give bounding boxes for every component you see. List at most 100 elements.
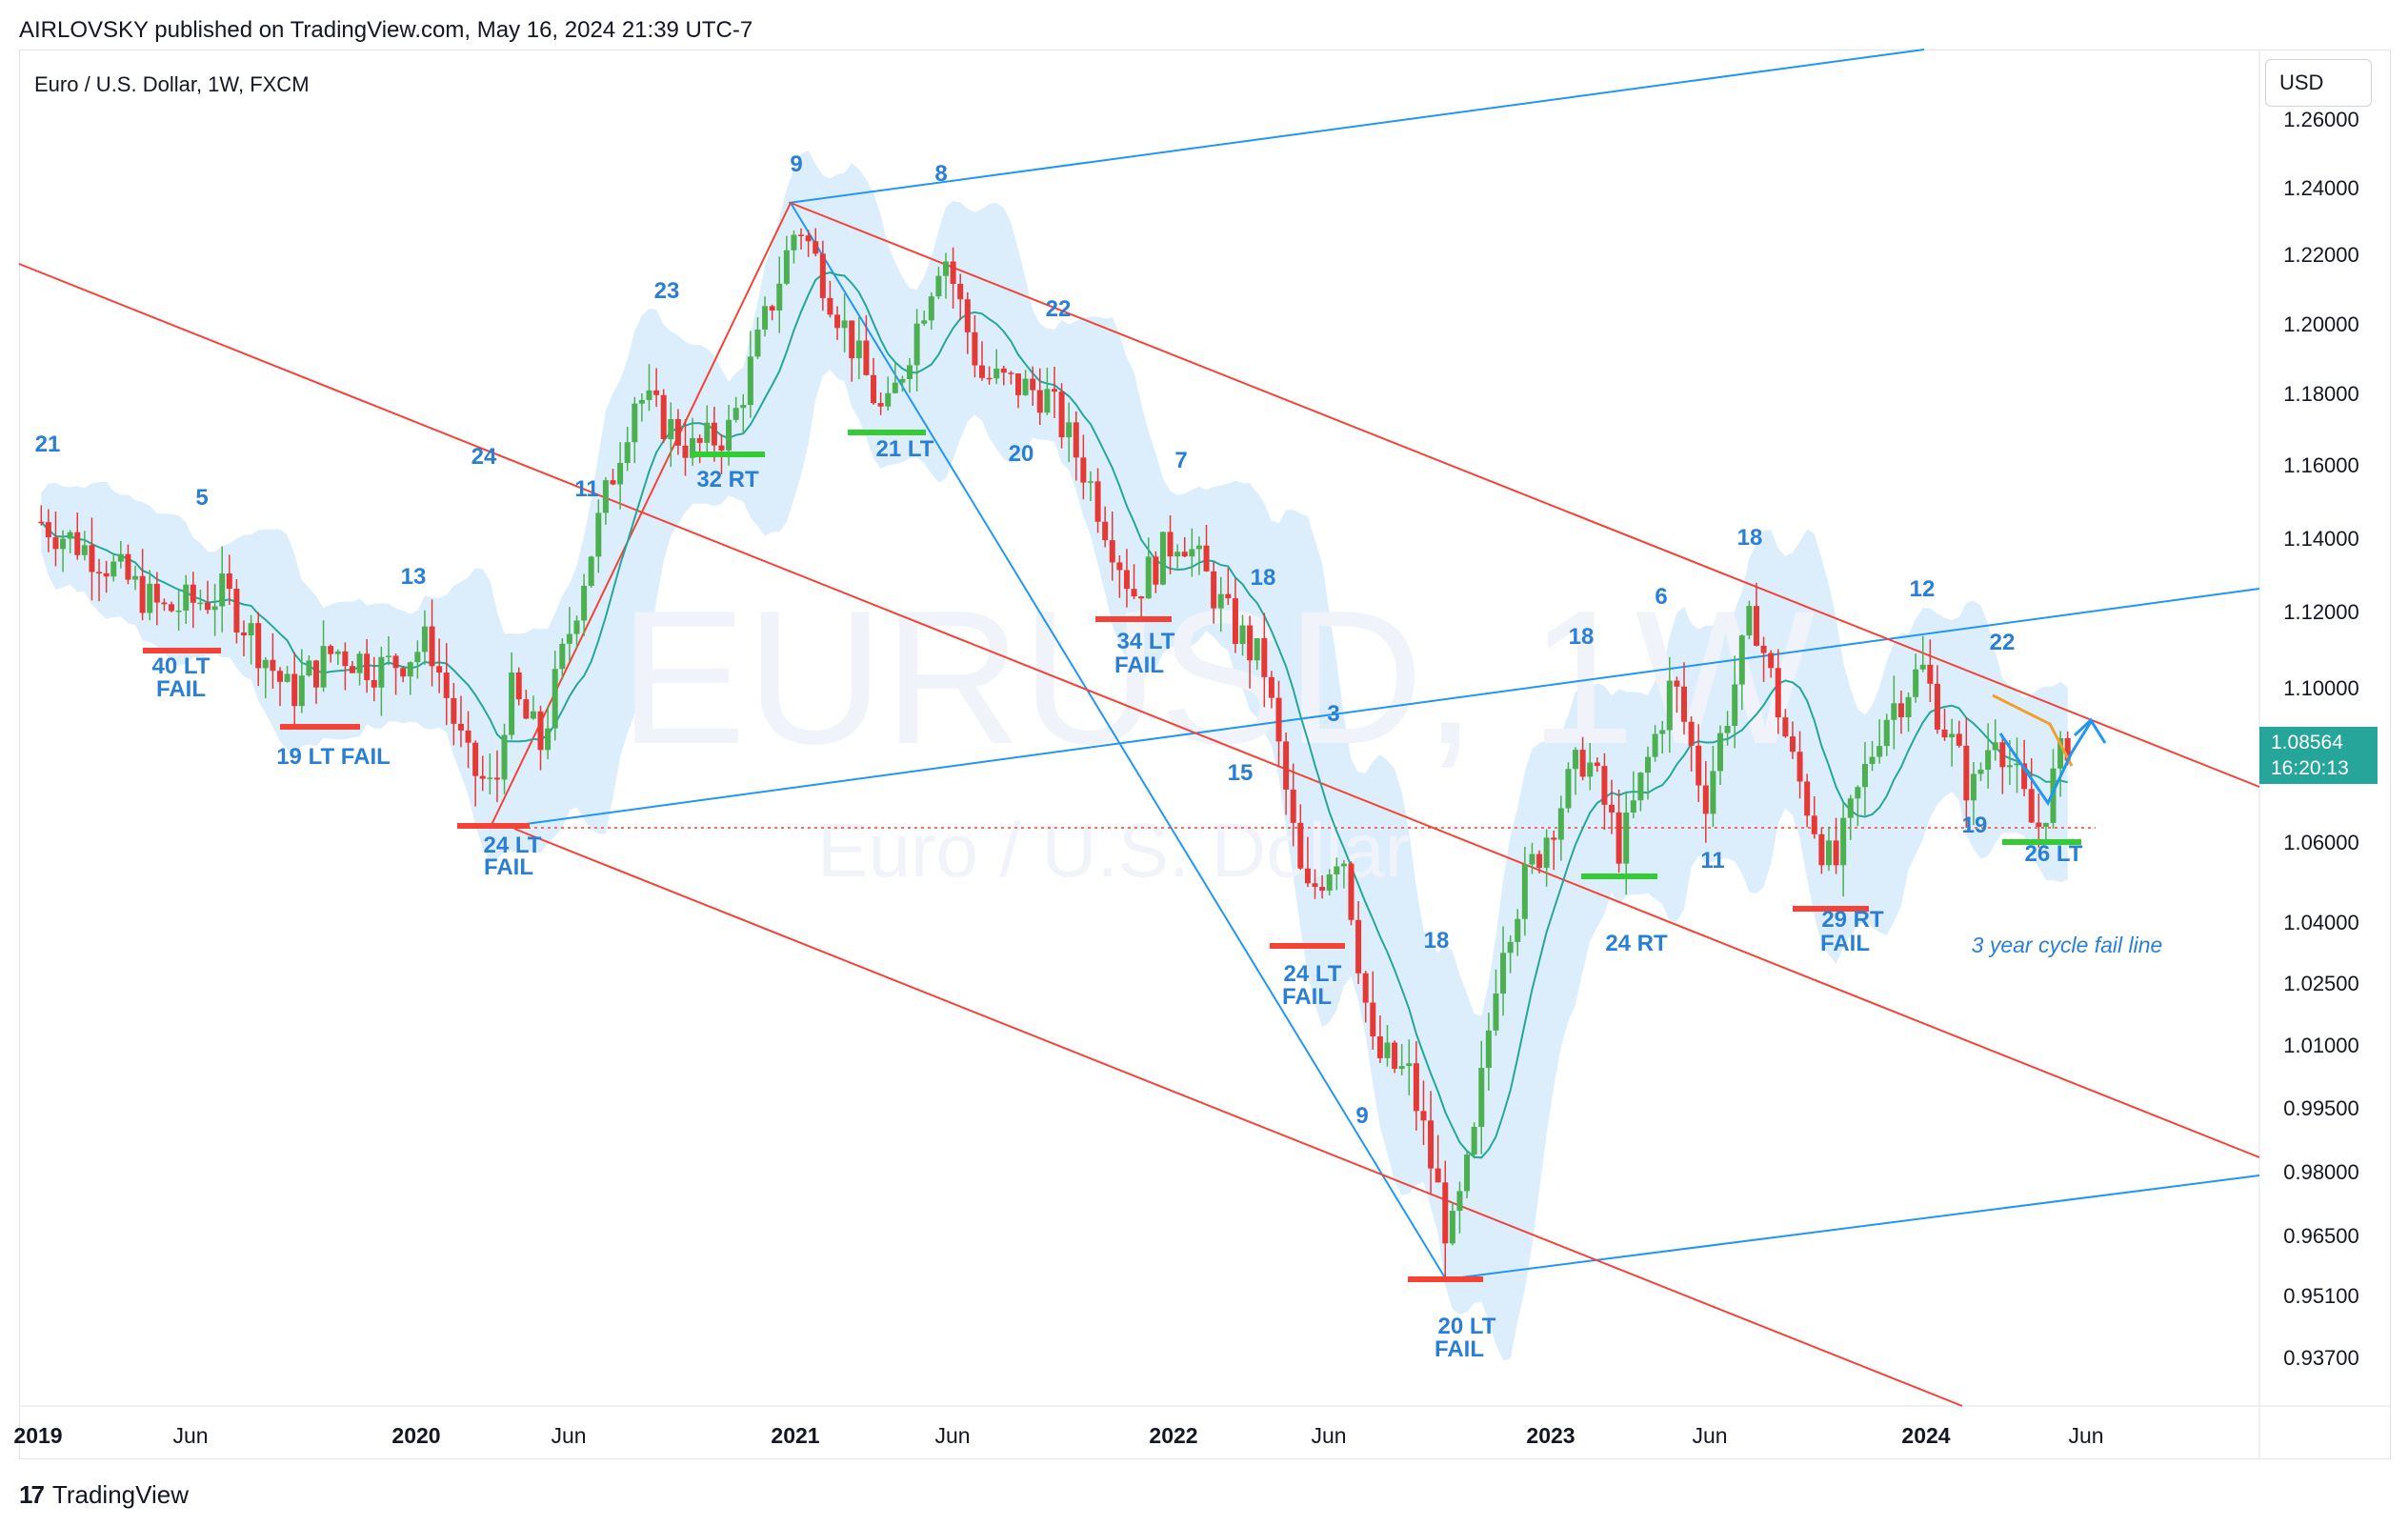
candle-body <box>1515 918 1521 942</box>
candle-body <box>1290 789 1296 823</box>
candle-body <box>863 340 870 375</box>
candle-body <box>1507 941 1514 954</box>
candle-body <box>334 651 341 654</box>
x-axis-tick-label: Jun <box>1692 1423 1727 1448</box>
candle-body <box>595 512 602 557</box>
candle-body <box>1746 606 1753 636</box>
candle-body <box>747 356 753 406</box>
candle-body <box>1609 804 1615 813</box>
last-price-label: 1.08564 16:20:13 <box>2259 727 2378 784</box>
x-axis-tick-label: Jun <box>172 1423 208 1448</box>
candle-body <box>1681 686 1688 722</box>
candle-body <box>1449 1211 1455 1244</box>
candle-body <box>610 480 616 485</box>
candle-body <box>624 442 631 464</box>
candle-body <box>1232 598 1238 644</box>
candle-body <box>871 374 877 404</box>
candle-body <box>921 320 928 324</box>
x-axis-tick-label: Jun <box>934 1423 970 1448</box>
candle-body <box>573 620 580 634</box>
candle-body <box>1261 638 1268 677</box>
x-axis-tick-label: Jun <box>1311 1423 1346 1448</box>
y-axis-tick-label: 0.99500 <box>2283 1096 2359 1120</box>
cycle-label: 24 LT <box>1284 961 1342 987</box>
candle-body <box>935 275 942 297</box>
candle-body <box>509 672 515 735</box>
projection-arrow-head <box>2073 717 2107 744</box>
orange-triangle-line <box>1992 693 2074 767</box>
candle-body <box>255 623 262 669</box>
candle-body <box>1861 764 1868 788</box>
x-axis-tick-label: 2022 <box>1149 1423 1197 1448</box>
candle-body <box>1036 390 1043 413</box>
candle-body <box>1355 919 1362 974</box>
candle-body <box>1985 750 1992 770</box>
cycle-label: 13 <box>401 564 427 590</box>
candle-body <box>950 261 956 284</box>
candle-body <box>1254 638 1260 661</box>
candle-body <box>1992 742 1998 751</box>
candle-body <box>1738 635 1745 685</box>
candle-body <box>1159 532 1166 585</box>
candle-body <box>1724 725 1731 733</box>
watermark-description: Euro / U.S. Dollar <box>817 808 1410 893</box>
candle-body <box>559 643 566 670</box>
candle-body <box>1326 873 1333 891</box>
candle-body <box>385 655 391 657</box>
candle-body <box>2064 737 2071 761</box>
candle-body <box>1579 750 1586 777</box>
candle-body <box>270 659 276 672</box>
candle-body <box>1051 389 1057 392</box>
x-axis-tick-label: 2020 <box>391 1423 440 1448</box>
tradingview-brand[interactable]: 17 TradingView <box>19 1480 189 1510</box>
candle-body <box>690 437 696 458</box>
tradingview-logo-icon: 17 <box>19 1480 45 1509</box>
cycle-label: 24 <box>472 444 497 470</box>
candle-body <box>1587 762 1594 777</box>
candle-body <box>81 545 88 555</box>
y-axis-tick-label: 1.12000 <box>2283 600 2359 624</box>
candle-body <box>226 573 232 590</box>
candle-body <box>175 611 182 612</box>
candle-body <box>1420 1111 1427 1121</box>
candle-body <box>1066 422 1073 438</box>
candle-body <box>1225 593 1232 599</box>
x-axis-tick-label: 2024 <box>1901 1423 1950 1448</box>
blue-projection-path <box>1998 721 2093 807</box>
candle-body <box>1094 481 1101 522</box>
candle-body <box>2050 768 2057 823</box>
candle-body <box>414 652 421 663</box>
candle-body <box>1087 481 1094 483</box>
blue-lower-channel-line <box>1445 1175 2260 1280</box>
candle-body <box>1913 669 1919 697</box>
candle-body <box>1348 863 1354 920</box>
candle-body <box>1710 771 1716 814</box>
currency-selector[interactable]: USD <box>2265 59 2372 107</box>
candle-body <box>1203 545 1210 572</box>
candle-body <box>1131 589 1137 597</box>
candle-body <box>1521 864 1528 919</box>
candle-body <box>515 672 522 700</box>
cycle-label: 34 LT <box>1117 629 1175 654</box>
candle-body <box>1876 746 1883 757</box>
candle-body <box>364 653 371 680</box>
cycle-label: 18 <box>1424 928 1450 954</box>
candle-body <box>1109 540 1115 563</box>
candle-body <box>1934 683 1940 730</box>
cycle-label: FAIL <box>1282 984 1332 1010</box>
candle-body <box>139 575 146 613</box>
candle-body <box>465 730 472 743</box>
cycle-label: 9 <box>790 151 802 177</box>
candle-body <box>276 671 283 682</box>
candle-body <box>2057 737 2064 769</box>
red-upper-channel-line <box>790 202 2260 788</box>
candle-body <box>1956 733 1962 746</box>
candle-body <box>1645 756 1652 773</box>
candle-body <box>457 723 464 731</box>
candle-body <box>262 659 269 669</box>
candle-body <box>52 537 59 550</box>
candle-body <box>2042 822 2049 827</box>
candle-body <box>320 646 327 688</box>
candle-body <box>813 241 819 254</box>
